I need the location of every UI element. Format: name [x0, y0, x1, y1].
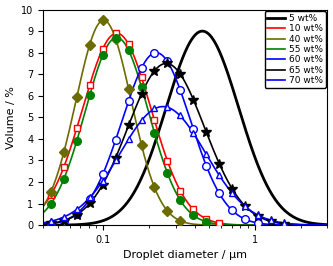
- 40 wt%: [170, 214, 174, 217]
- 65 wt%: [325, 223, 329, 227]
- 40 wt%: [91, 32, 95, 35]
- Line: 60 wt%: 60 wt%: [43, 53, 327, 225]
- Line: 65 wt%: 65 wt%: [43, 64, 327, 225]
- 55 wt%: [91, 81, 95, 84]
- 60 wt%: [170, 69, 174, 72]
- 55 wt%: [325, 223, 329, 227]
- Line: 55 wt%: 55 wt%: [43, 38, 327, 225]
- 65 wt%: [114, 155, 118, 158]
- 70 wt%: [231, 193, 235, 196]
- 10 wt%: [91, 72, 95, 75]
- 70 wt%: [161, 105, 165, 108]
- 65 wt%: [231, 189, 235, 193]
- Y-axis label: Volume / %: Volume / %: [6, 86, 16, 149]
- 70 wt%: [91, 192, 95, 195]
- 70 wt%: [209, 161, 213, 164]
- 10 wt%: [256, 223, 260, 227]
- 40 wt%: [115, 40, 119, 44]
- 65 wt%: [91, 197, 95, 200]
- 10 wt%: [325, 223, 329, 227]
- 60 wt%: [91, 192, 95, 195]
- 5 wt%: [325, 223, 329, 226]
- 70 wt%: [256, 213, 260, 217]
- 60 wt%: [154, 51, 158, 54]
- 65 wt%: [41, 223, 45, 226]
- Legend: 5 wt%, 10 wt%, 40 wt%, 55 wt%, 60 wt%, 65 wt%, 70 wt%: 5 wt%, 10 wt%, 40 wt%, 55 wt%, 60 wt%, 6…: [264, 11, 326, 88]
- 70 wt%: [325, 223, 329, 227]
- Line: 70 wt%: 70 wt%: [43, 107, 327, 225]
- 65 wt%: [170, 64, 174, 67]
- 40 wt%: [101, 19, 105, 22]
- 55 wt%: [209, 221, 213, 225]
- 40 wt%: [209, 223, 213, 227]
- 55 wt%: [114, 36, 118, 39]
- 10 wt%: [114, 32, 118, 35]
- Line: 5 wt%: 5 wt%: [43, 31, 327, 225]
- 40 wt%: [325, 223, 329, 227]
- 5 wt%: [91, 222, 95, 225]
- 5 wt%: [170, 88, 174, 91]
- 55 wt%: [170, 183, 174, 186]
- 5 wt%: [256, 163, 260, 166]
- 10 wt%: [41, 205, 45, 208]
- 5 wt%: [200, 30, 204, 33]
- 60 wt%: [41, 223, 45, 226]
- 40 wt%: [41, 205, 45, 208]
- 5 wt%: [114, 212, 118, 215]
- 60 wt%: [231, 210, 235, 213]
- Line: 40 wt%: 40 wt%: [43, 20, 327, 225]
- 55 wt%: [41, 211, 45, 214]
- 60 wt%: [209, 176, 213, 179]
- 5 wt%: [209, 35, 213, 38]
- 5 wt%: [41, 223, 45, 227]
- 60 wt%: [325, 223, 329, 227]
- 70 wt%: [41, 221, 45, 225]
- 10 wt%: [115, 32, 119, 35]
- 55 wt%: [256, 223, 260, 227]
- 55 wt%: [115, 36, 119, 39]
- 65 wt%: [209, 143, 213, 146]
- 70 wt%: [114, 158, 118, 161]
- 5 wt%: [231, 89, 235, 92]
- 60 wt%: [114, 137, 118, 140]
- 65 wt%: [256, 214, 260, 218]
- 10 wt%: [231, 223, 235, 226]
- 55 wt%: [231, 223, 235, 227]
- X-axis label: Droplet diameter / μm: Droplet diameter / μm: [123, 251, 247, 260]
- Line: 10 wt%: 10 wt%: [43, 33, 327, 225]
- 40 wt%: [256, 223, 260, 227]
- 10 wt%: [209, 219, 213, 222]
- 60 wt%: [256, 221, 260, 225]
- 65 wt%: [164, 62, 168, 65]
- 40 wt%: [231, 223, 235, 227]
- 70 wt%: [170, 108, 174, 111]
- 10 wt%: [170, 172, 174, 175]
